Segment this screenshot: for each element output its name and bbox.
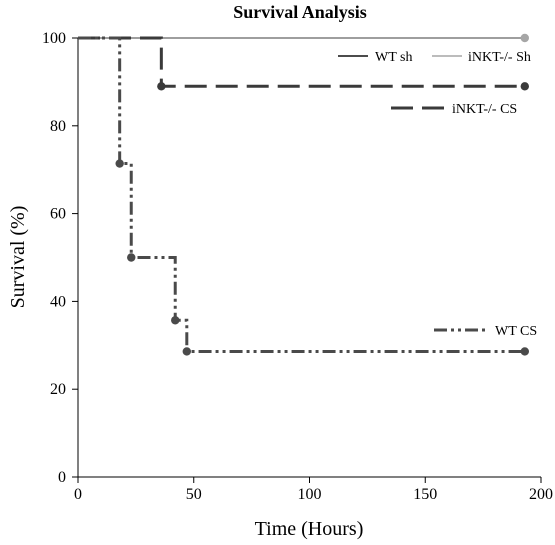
y-axis-label: Survival (%) (7, 206, 29, 309)
plot-area (78, 33, 529, 356)
x-tick-label: 200 (529, 486, 553, 503)
legend-label-1: iNKT-/- Sh (468, 50, 531, 65)
legend-label-0: WT sh (375, 50, 412, 65)
y-tick-label: 0 (58, 469, 66, 486)
legend-label-2: iNKT-/- CS (452, 102, 517, 117)
series-3-marker (171, 316, 180, 325)
series-2-marker (157, 82, 166, 91)
x-tick-label: 150 (413, 486, 437, 503)
series-line-2 (78, 36, 525, 88)
legend: WT sh iNKT-/- Sh iNKT-/- CS WT CS (338, 50, 537, 339)
x-tick-label: 0 (74, 486, 82, 503)
y-tick-label: 100 (42, 30, 66, 47)
series-3-marker (520, 347, 529, 356)
chart-title: Survival Analysis (233, 2, 367, 22)
x-axis-label: Time (Hours) (255, 518, 364, 540)
series-3-marker (182, 347, 192, 356)
y-tick-label: 20 (50, 381, 66, 398)
legend-label-3: WT CS (495, 324, 537, 339)
x-tick-label: 50 (186, 486, 202, 503)
series-line-3 (78, 36, 525, 353)
x-tick-label: 100 (298, 486, 322, 503)
series-2-marker (520, 82, 529, 91)
axes: 0 50 100 150 200 0 20 40 60 80 100 (42, 30, 553, 503)
series-3-marker (127, 253, 136, 262)
y-tick-label: 60 (50, 206, 66, 223)
series-1-marker (520, 33, 529, 43)
series-3-marker (115, 159, 124, 168)
y-tick-label: 40 (50, 293, 66, 310)
y-tick-label: 80 (50, 118, 66, 135)
